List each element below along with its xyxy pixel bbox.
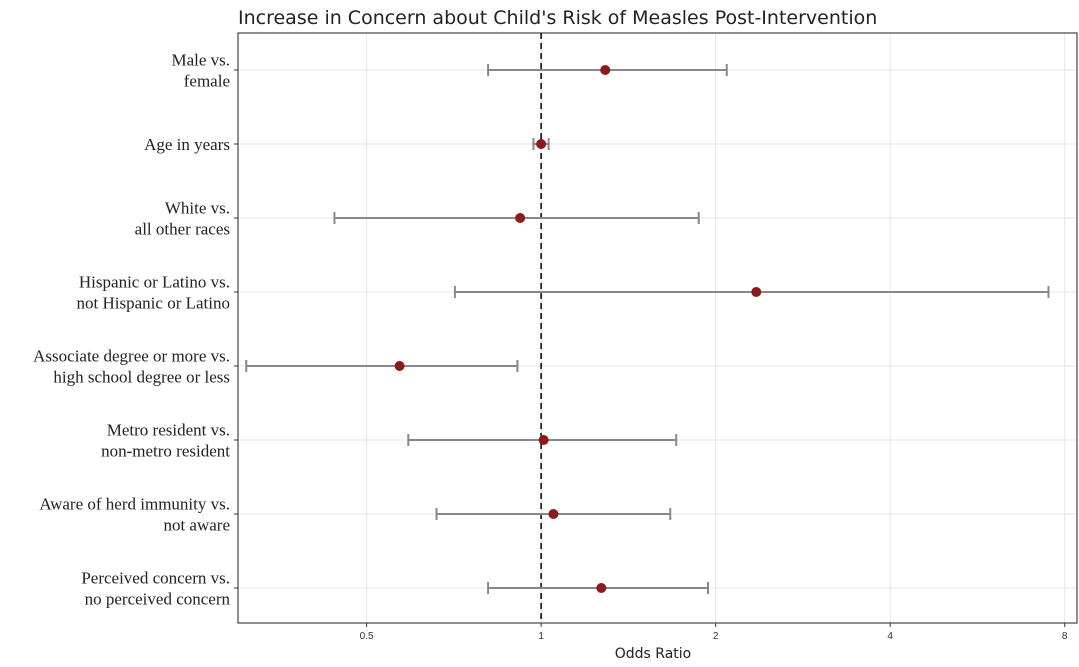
y-label: Aware of herd immunity vs. [39, 495, 230, 514]
x-tick-label: 4 [887, 631, 893, 642]
plot-frame [237, 32, 1078, 624]
grid-layer [238, 33, 1077, 623]
x-tick-label: 0.5 [360, 631, 374, 642]
odds-ratio-point [538, 435, 549, 445]
y-label: Associate degree or more vs. [33, 347, 230, 366]
x-axis-title: Odds Ratio [615, 646, 691, 662]
y-label: non-metro resident [101, 442, 230, 461]
y-label: Hispanic or Latino vs. [79, 273, 230, 292]
x-tick-label: 2 [713, 631, 719, 642]
y-label: Perceived concern vs. [81, 569, 230, 588]
odds-ratio-point [751, 287, 762, 297]
odds-ratio-point [548, 509, 559, 519]
y-label: all other races [135, 220, 230, 239]
marks-layer [245, 33, 1050, 623]
chart-title: Increase in Concern about Child's Risk o… [238, 7, 877, 29]
y-label: Metro resident vs. [107, 421, 230, 440]
y-label: female [184, 72, 230, 91]
y-label: not Hispanic or Latino [77, 294, 230, 313]
odds-ratio-point [596, 583, 607, 593]
odds-ratio-point [515, 213, 526, 223]
y-label: Age in years [144, 135, 230, 154]
y-label: no perceived concern [85, 590, 231, 609]
axes-layer: 0.5 1 2 4 8 [234, 32, 1078, 642]
odds-ratio-point [600, 65, 611, 75]
y-label: White vs. [165, 199, 230, 218]
y-labels: Male vs. female Age in years White vs. all o… [33, 51, 230, 609]
y-label: not aware [163, 516, 230, 535]
y-label: high school degree or less [53, 368, 230, 387]
odds-ratio-point [536, 139, 547, 149]
y-label: Male vs. [171, 51, 230, 70]
x-tick-label: 8 [1062, 631, 1068, 642]
odds-ratio-point [394, 361, 405, 371]
x-tick-label: 1 [538, 631, 544, 642]
